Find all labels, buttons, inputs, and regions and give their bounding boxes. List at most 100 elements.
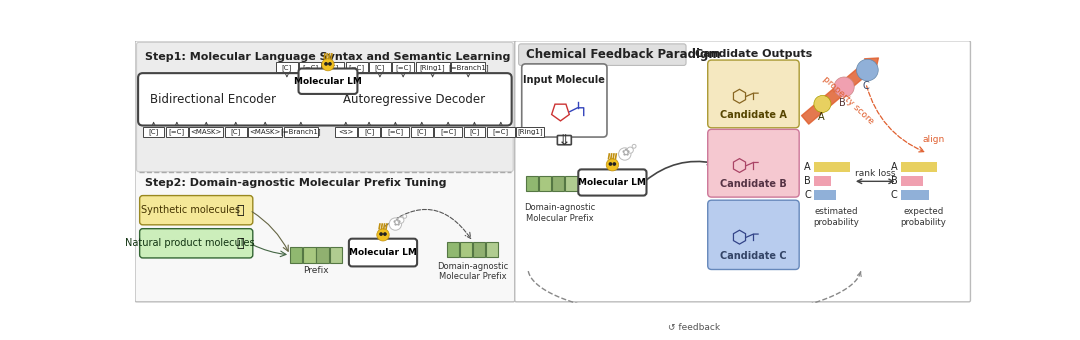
- Circle shape: [377, 229, 389, 241]
- Text: C: C: [891, 190, 897, 200]
- Text: [Ring1]: [Ring1]: [420, 64, 445, 71]
- Circle shape: [856, 59, 878, 81]
- Circle shape: [814, 96, 831, 113]
- Text: 🗑: 🗑: [237, 204, 244, 217]
- FancyBboxPatch shape: [138, 73, 512, 125]
- Text: Candidate Outputs: Candidate Outputs: [694, 49, 812, 59]
- FancyBboxPatch shape: [518, 44, 686, 65]
- Text: expected
probability: expected probability: [901, 207, 946, 226]
- FancyBboxPatch shape: [298, 69, 357, 94]
- Bar: [276, 62, 298, 72]
- Bar: [284, 127, 318, 137]
- Text: [=Branch1]: [=Branch1]: [448, 64, 488, 71]
- Bar: [381, 127, 409, 137]
- Circle shape: [627, 147, 633, 153]
- Bar: [552, 175, 565, 191]
- Bar: [814, 176, 831, 186]
- Circle shape: [328, 63, 332, 65]
- Text: <s>: <s>: [338, 129, 353, 135]
- Circle shape: [403, 215, 407, 218]
- Bar: [901, 163, 936, 172]
- Bar: [143, 127, 164, 137]
- FancyBboxPatch shape: [515, 41, 971, 302]
- Text: ⇓: ⇓: [558, 133, 570, 148]
- Bar: [329, 247, 342, 262]
- Bar: [487, 127, 515, 137]
- Bar: [486, 242, 499, 257]
- Text: B: B: [804, 176, 811, 186]
- Text: [=C]: [=C]: [302, 64, 319, 71]
- Text: [=C]: [=C]: [349, 64, 365, 71]
- Bar: [434, 127, 462, 137]
- Text: [C]: [C]: [231, 129, 241, 135]
- Bar: [416, 62, 449, 72]
- FancyBboxPatch shape: [139, 195, 253, 225]
- FancyBboxPatch shape: [707, 200, 799, 270]
- Text: [=C]: [=C]: [168, 129, 185, 135]
- FancyBboxPatch shape: [707, 129, 799, 197]
- Circle shape: [322, 58, 334, 71]
- Text: Bidirectional Encoder: Bidirectional Encoder: [149, 93, 275, 106]
- Text: Autoregressive Decoder: Autoregressive Decoder: [343, 93, 485, 106]
- Bar: [526, 175, 538, 191]
- Bar: [901, 190, 929, 200]
- Text: [C]: [C]: [375, 64, 386, 71]
- Text: [=C]: [=C]: [395, 64, 411, 71]
- Text: Prefix: Prefix: [303, 267, 329, 275]
- Bar: [814, 163, 850, 172]
- Text: Chemical Feedback Paradigm: Chemical Feedback Paradigm: [526, 48, 720, 61]
- Text: Molecular LM: Molecular LM: [349, 248, 417, 257]
- FancyBboxPatch shape: [578, 169, 647, 195]
- Text: B: B: [839, 98, 846, 108]
- Text: Step1: Molecular Language Syntax and Semantic Learning: Step1: Molecular Language Syntax and Sem…: [145, 52, 511, 62]
- Bar: [359, 127, 380, 137]
- Bar: [316, 247, 328, 262]
- FancyBboxPatch shape: [707, 60, 799, 128]
- Text: [C]: [C]: [417, 129, 427, 135]
- Circle shape: [325, 63, 327, 65]
- Text: Candidate A: Candidate A: [720, 110, 787, 120]
- Text: [=C]: [=C]: [440, 129, 456, 135]
- Bar: [291, 247, 302, 262]
- Bar: [446, 242, 459, 257]
- FancyBboxPatch shape: [135, 41, 515, 302]
- Text: <MASK>: <MASK>: [190, 129, 222, 135]
- Text: Step2: Domain-agnostic Molecular Prefix Tuning: Step2: Domain-agnostic Molecular Prefix …: [145, 178, 446, 188]
- Bar: [901, 176, 923, 186]
- Circle shape: [389, 218, 402, 230]
- Text: property score: property score: [821, 75, 875, 126]
- Text: estimated
probability: estimated probability: [813, 207, 860, 226]
- Text: Molecular LM: Molecular LM: [579, 178, 646, 187]
- Text: B: B: [891, 176, 897, 186]
- Text: A: A: [818, 112, 824, 122]
- Circle shape: [619, 148, 631, 160]
- Text: Natural product molecules: Natural product molecules: [125, 238, 255, 248]
- Circle shape: [380, 233, 382, 235]
- Bar: [392, 62, 414, 72]
- Text: Synthetic molecules: Synthetic molecules: [140, 205, 240, 215]
- Text: [C]: [C]: [282, 64, 292, 71]
- FancyBboxPatch shape: [522, 64, 607, 137]
- Text: Domain-agnostic
Molecular Prefix: Domain-agnostic Molecular Prefix: [524, 203, 595, 223]
- Text: Candidate C: Candidate C: [720, 251, 786, 261]
- Bar: [166, 127, 188, 137]
- Text: 🌱: 🌱: [237, 237, 244, 250]
- Text: Candidate B: Candidate B: [720, 179, 787, 189]
- Text: A: A: [805, 163, 811, 172]
- Text: rank loss: rank loss: [855, 169, 895, 178]
- Bar: [299, 62, 321, 72]
- FancyBboxPatch shape: [557, 136, 571, 145]
- Text: [C]: [C]: [364, 129, 374, 135]
- Bar: [189, 127, 224, 137]
- Circle shape: [383, 233, 387, 235]
- Text: align: align: [922, 135, 944, 144]
- Text: ✿: ✿: [392, 218, 401, 228]
- Bar: [539, 175, 551, 191]
- Bar: [303, 247, 315, 262]
- FancyBboxPatch shape: [139, 229, 253, 258]
- Circle shape: [609, 163, 611, 165]
- Circle shape: [834, 77, 854, 97]
- Bar: [369, 62, 391, 72]
- FancyBboxPatch shape: [136, 42, 513, 172]
- Bar: [410, 127, 433, 137]
